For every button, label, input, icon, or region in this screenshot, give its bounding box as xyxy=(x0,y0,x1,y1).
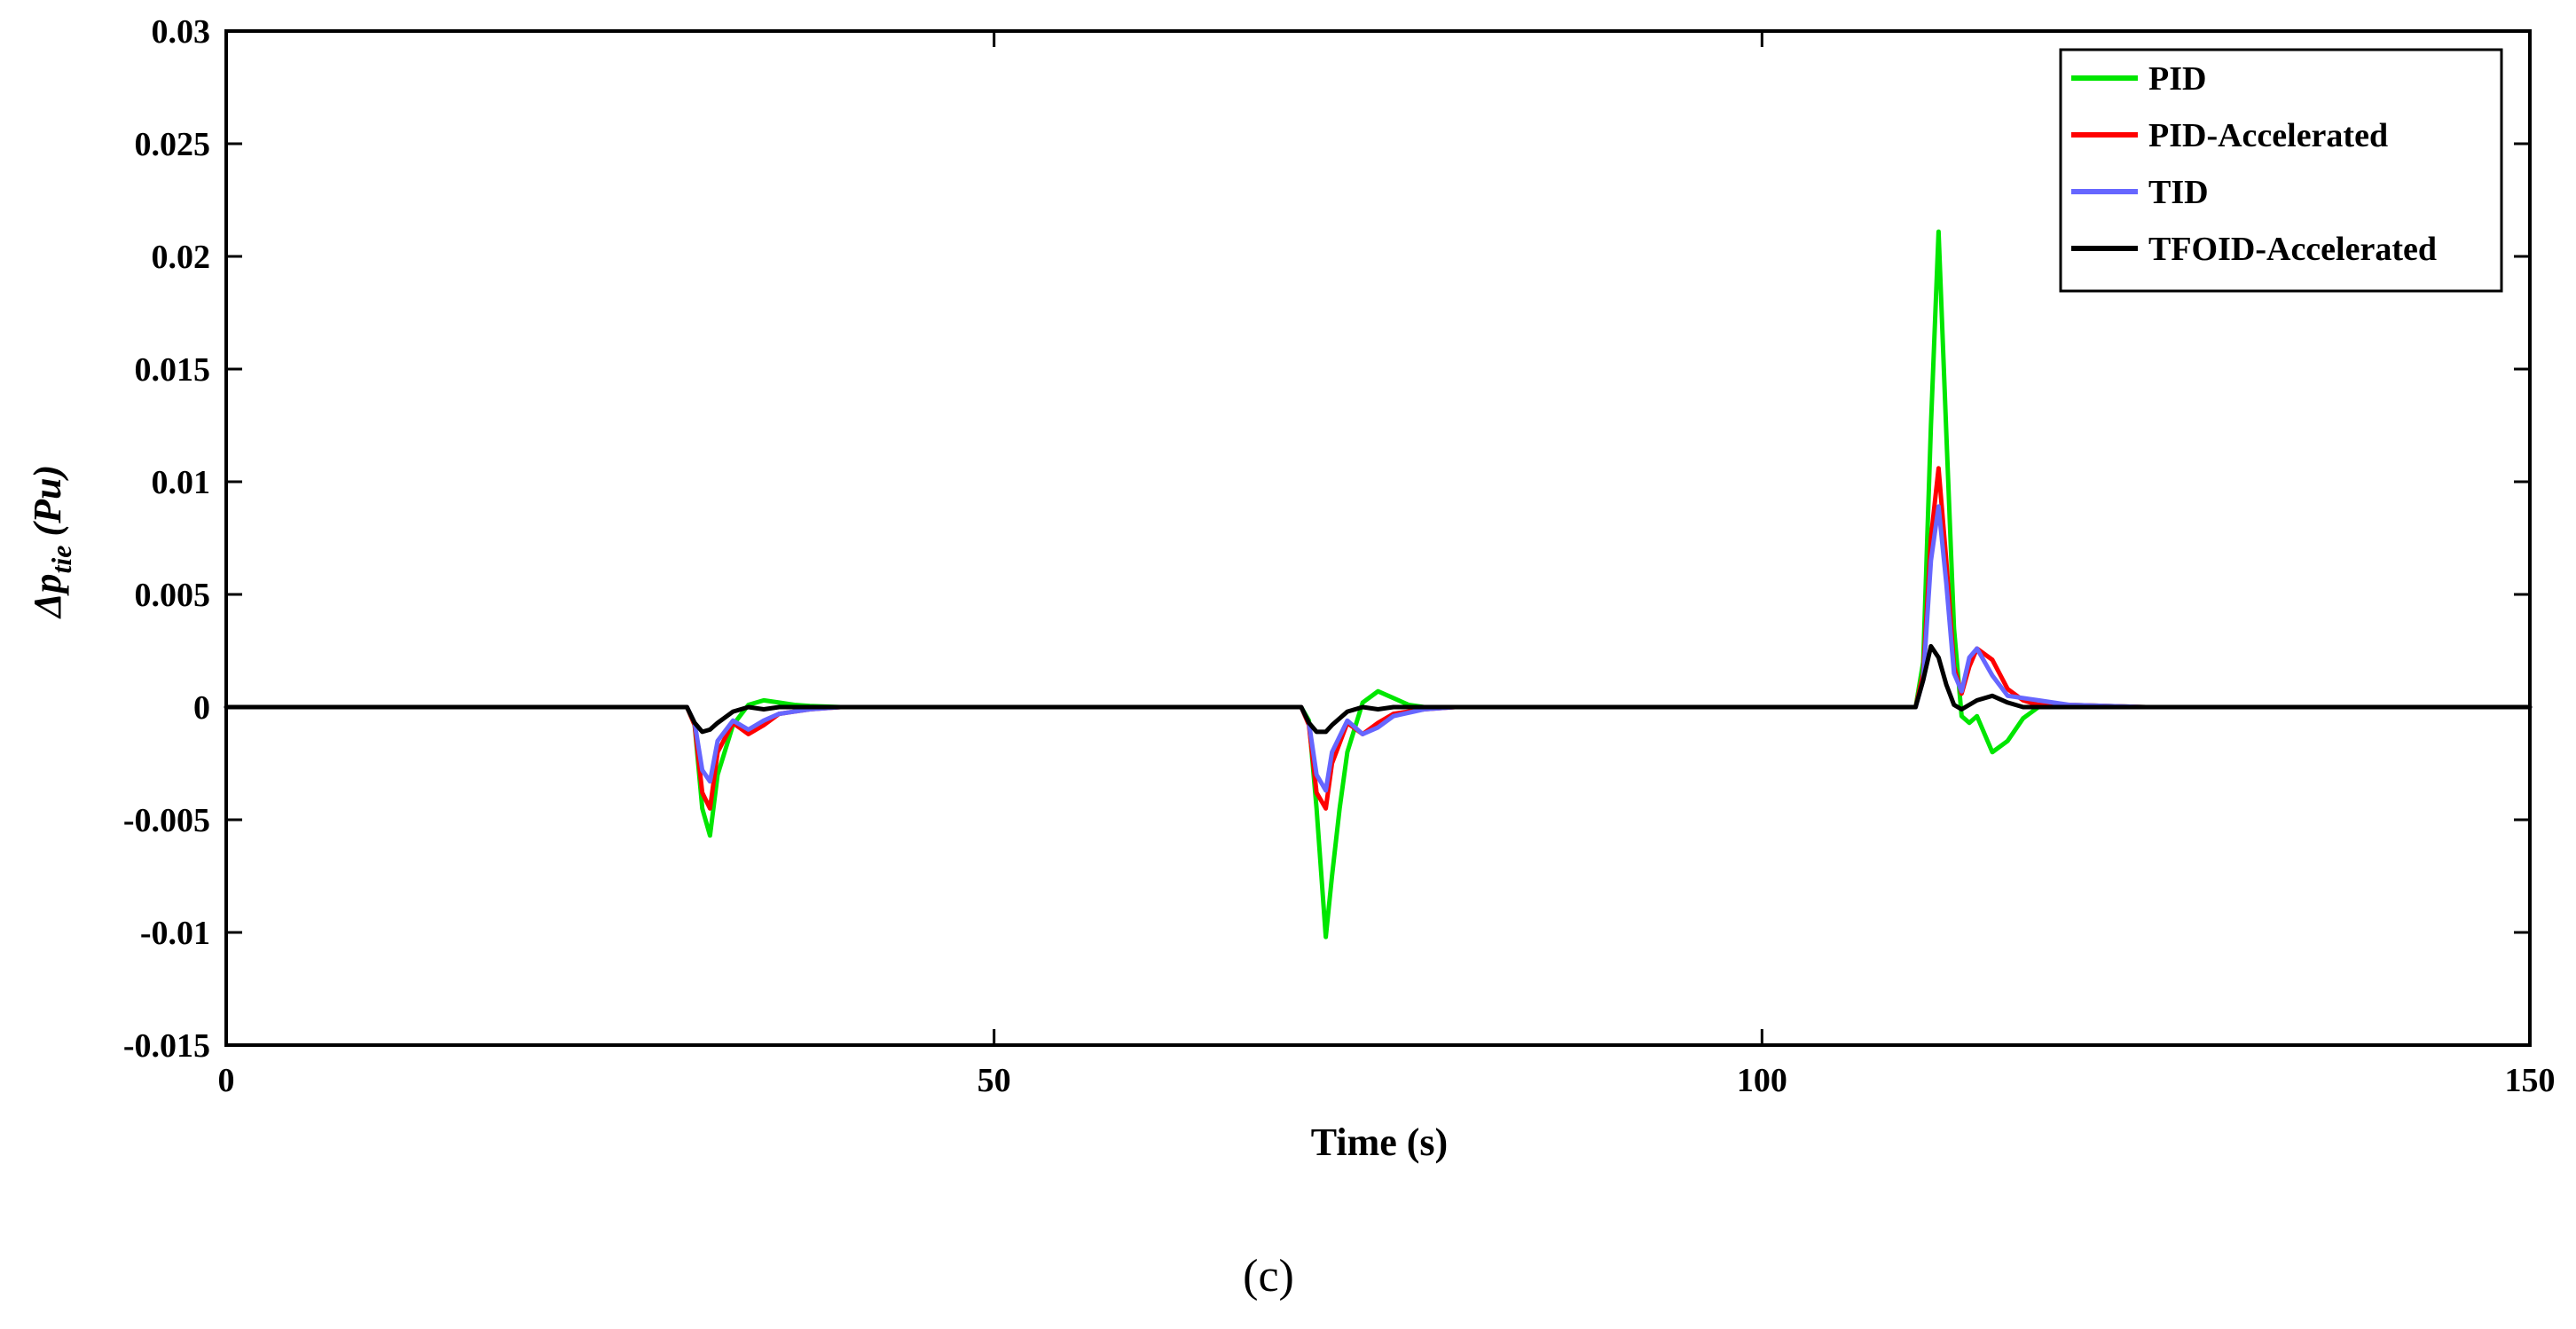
x-tick-label: 0 xyxy=(218,1062,235,1099)
x-tick-label: 50 xyxy=(978,1062,1011,1099)
y-tick-label: -0.01 xyxy=(140,915,210,952)
y-axis-title-subscript: tie xyxy=(45,546,77,574)
y-tick-label: 0.015 xyxy=(135,351,211,389)
ticks-layer xyxy=(224,29,2532,1047)
y-tick-label: 0 xyxy=(193,689,210,727)
legend-label-tid: TID xyxy=(2148,174,2209,211)
y-axis-title-unit: (Pu) xyxy=(26,465,69,537)
x-tick-label: 100 xyxy=(1737,1062,1787,1099)
y-tick-label: -0.005 xyxy=(123,802,210,839)
y-tick-labels: -0.015 -0.01 -0.005 0 0.005 0.01 0.015 0.02 0.02… xyxy=(123,13,210,1065)
y-tick-label: -0.015 xyxy=(123,1027,210,1065)
y-axis-title: Δptie (Pu) xyxy=(26,465,77,619)
x-axis-title: Time (s) xyxy=(1311,1121,1448,1164)
legend-label-tfoid-accelerated: TFOID-Accelerated xyxy=(2148,231,2437,268)
legend: PID PID-Accelerated TID TFOID-Accelerated xyxy=(2059,48,2503,293)
y-tick-label: 0.025 xyxy=(135,126,211,163)
figure-caption: (c) xyxy=(1243,1251,1294,1301)
y-tick-label: 0.02 xyxy=(152,239,211,276)
legend-items: PID PID-Accelerated TID TFOID-Accelerated xyxy=(2071,60,2437,268)
legend-label-pid-accelerated: PID-Accelerated xyxy=(2148,117,2388,154)
x-tick-labels: 0 50 100 150 xyxy=(218,1062,2556,1099)
series-line-tfoid-accelerated xyxy=(224,643,2533,735)
y-axis-title-base: Δp xyxy=(26,574,69,620)
series-line-pid xyxy=(224,229,2533,940)
legend-label-pid: PID xyxy=(2148,60,2206,98)
y-tick-label: 0.005 xyxy=(135,577,211,614)
y-tick-label: 0.01 xyxy=(152,464,211,501)
series-line-pid-accelerated xyxy=(224,466,2533,811)
series-layer xyxy=(224,229,2533,940)
x-tick-label: 150 xyxy=(2505,1062,2556,1099)
series-line-tid xyxy=(224,504,2533,793)
plot-frame xyxy=(224,29,2532,1047)
y-tick-label: 0.03 xyxy=(152,13,211,51)
svg-text:Δptie(Pu): Δptie (Pu) xyxy=(26,465,77,619)
